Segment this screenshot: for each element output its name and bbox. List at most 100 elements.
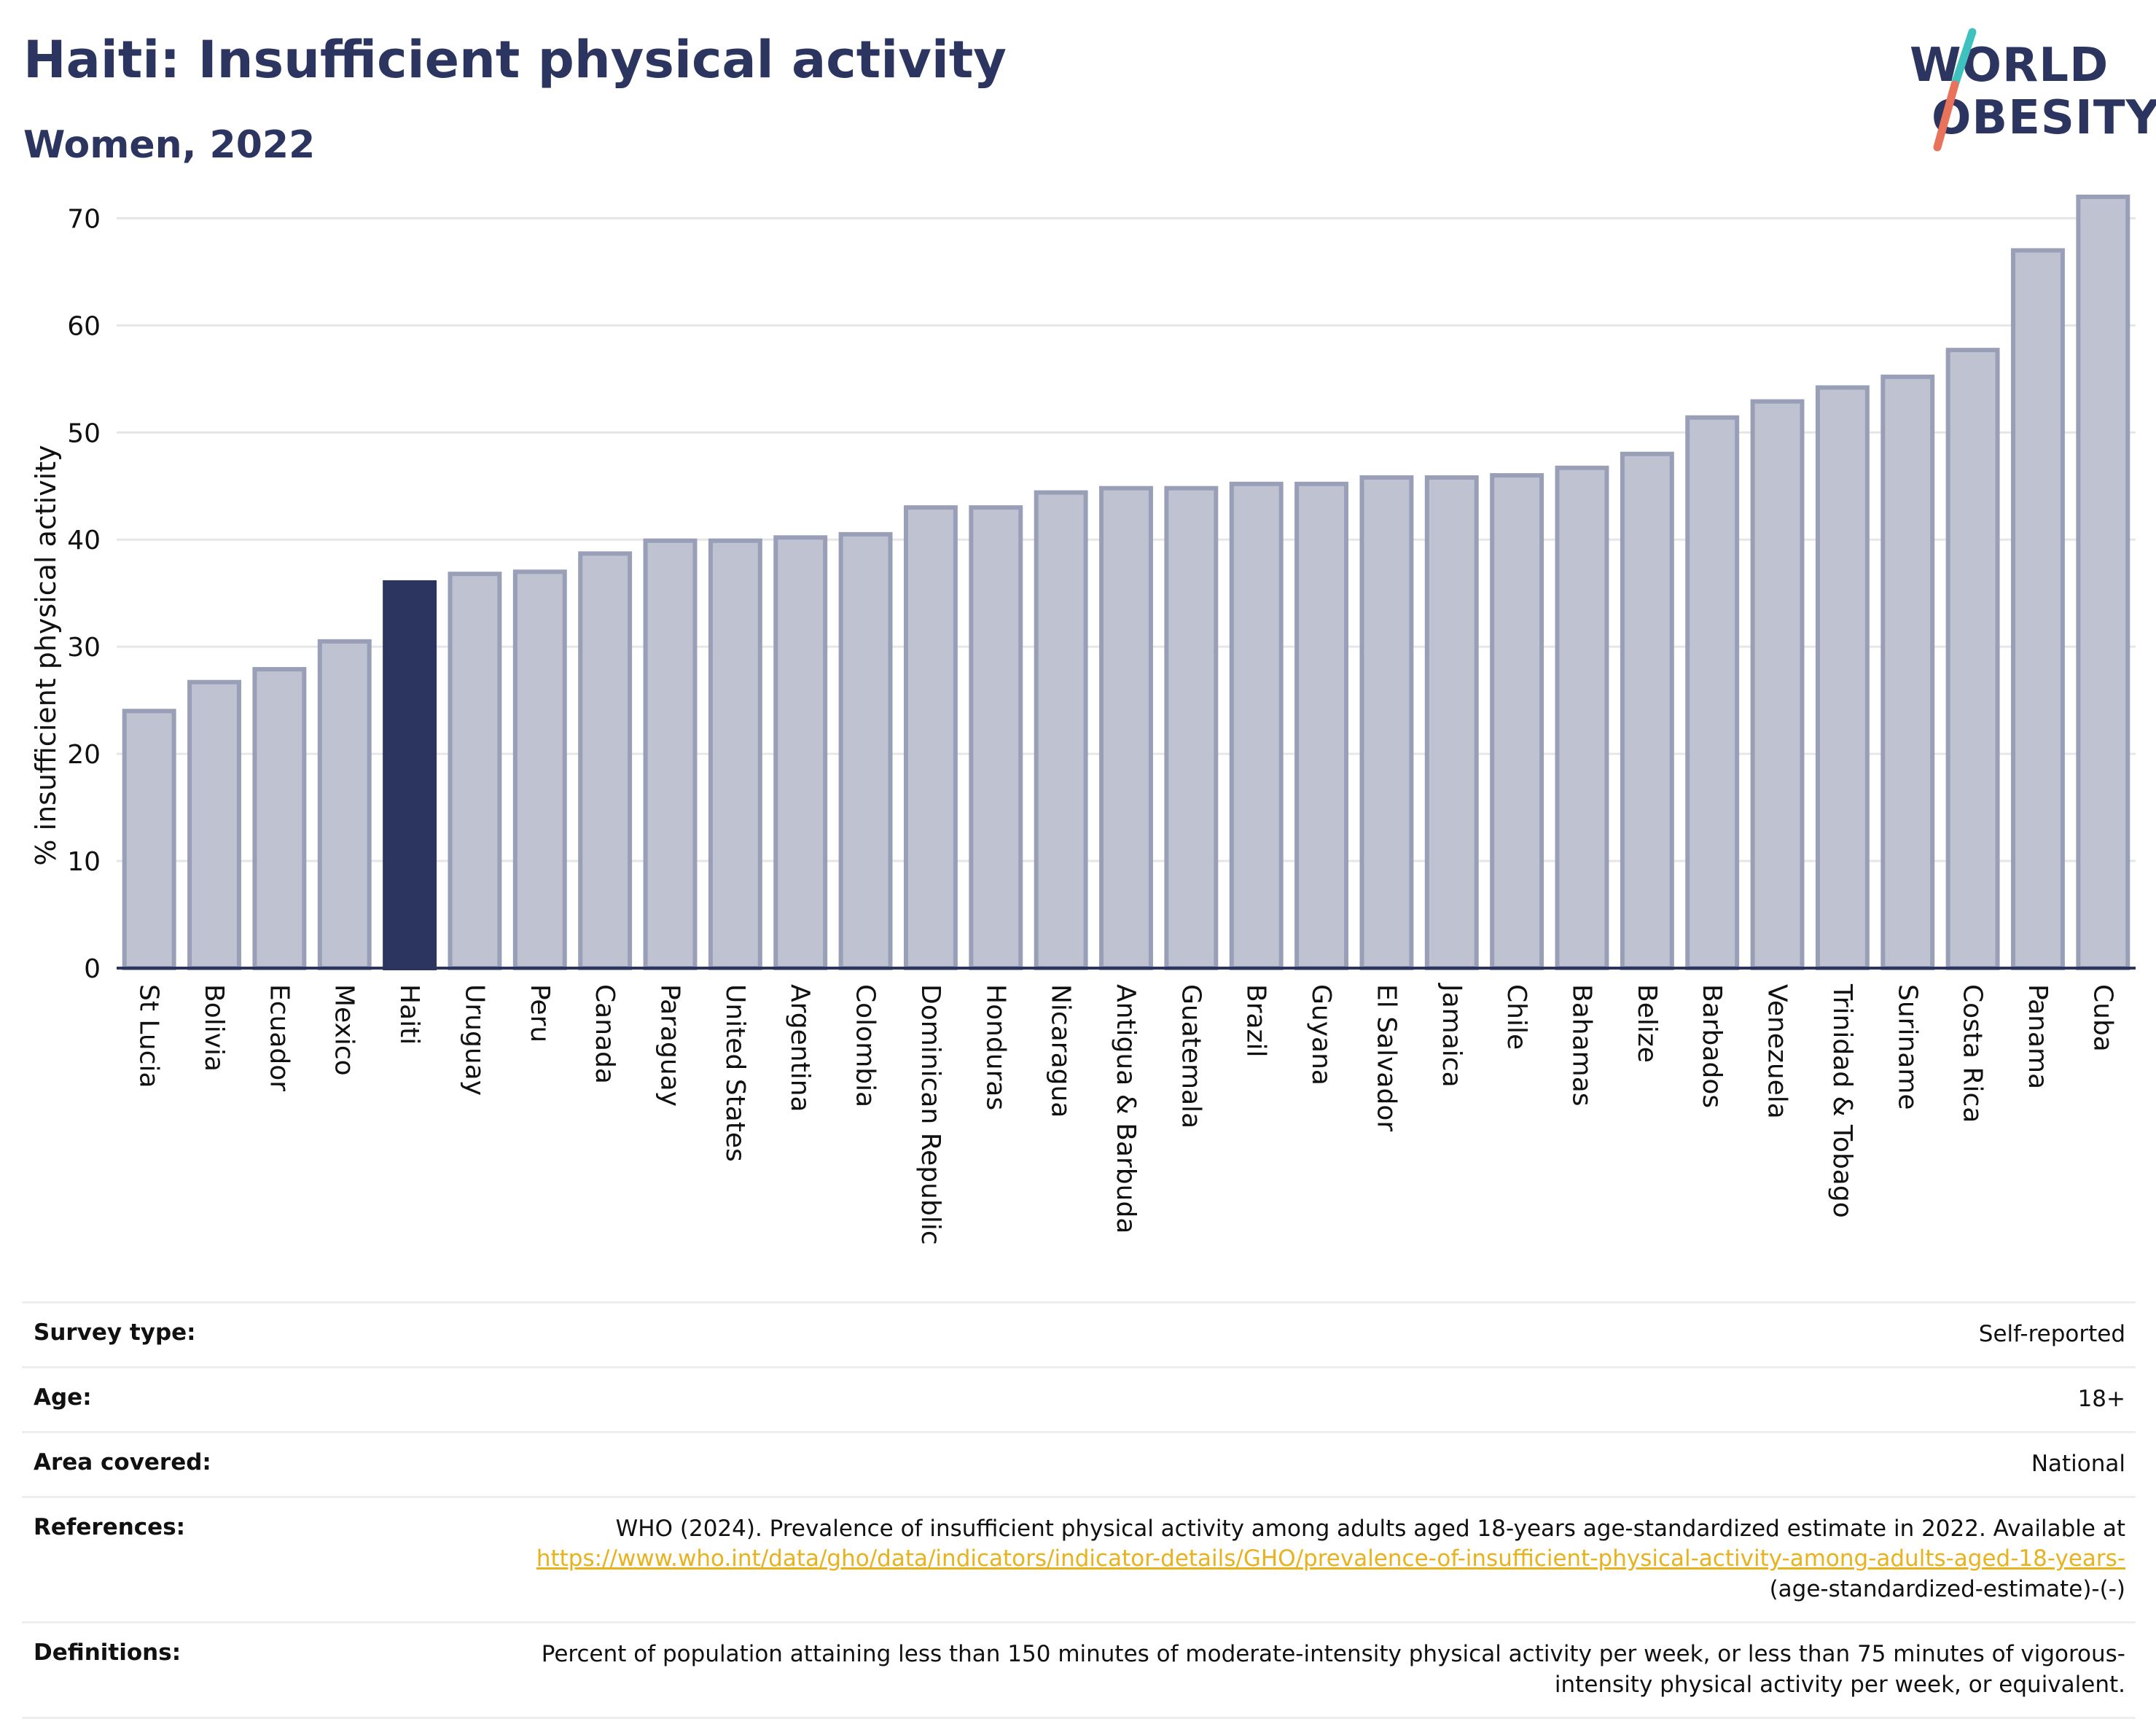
survey-type-value: Self-reported [1978, 1321, 2125, 1347]
x-tick-label: Venezuela [1762, 984, 1792, 1119]
bar [1164, 486, 1219, 970]
bar [969, 505, 1023, 970]
bar [2011, 248, 2065, 970]
bar [1815, 385, 1870, 970]
logo-word-world: WORLD [1910, 39, 2109, 93]
info-row-survey-type: Survey type: Self-reported [22, 1301, 2136, 1366]
bar [2076, 195, 2130, 970]
y-axis-label: % insufficient physical activity [30, 445, 62, 865]
bar [1359, 475, 1414, 970]
bar [1229, 481, 1284, 970]
logo-slash-icon [1933, 28, 1977, 152]
bar [448, 572, 502, 970]
x-tick-label: Costa Rica [1958, 984, 1988, 1123]
bar-chart: 0 10 20 30 40 50 60 70 St Lucia Bolivia Ecuador Me… [30, 195, 2136, 1245]
bar [122, 709, 176, 970]
y-tick-label: 70 [67, 204, 101, 234]
bar [1099, 486, 1153, 970]
bar [1685, 415, 1740, 970]
bar [252, 667, 307, 971]
y-tick-label: 30 [67, 633, 101, 663]
x-tick-label: St Lucia [134, 984, 164, 1088]
info-row-age: Age: 18+ [22, 1365, 2136, 1431]
x-tick-label: Bahamas [1566, 984, 1596, 1107]
bar [838, 531, 893, 970]
bar [1424, 475, 1479, 970]
info-row-area: Area covered: National [22, 1430, 2136, 1496]
x-tick-label: Cuba [2087, 984, 2117, 1052]
bars [117, 195, 2136, 971]
bar [317, 639, 372, 970]
x-tick-label: Paraguay [655, 984, 685, 1107]
bar-highlighted [383, 580, 437, 970]
bar [773, 535, 828, 970]
x-tick-label: Nicaragua [1046, 984, 1076, 1118]
x-tick-label: Bolivia [199, 984, 229, 1072]
bar [903, 505, 958, 970]
chart-subtitle: Women, 2022 [23, 123, 316, 167]
area-label: Area covered: [34, 1449, 211, 1475]
survey-type-label: Survey type: [34, 1319, 196, 1346]
x-tick-label: Honduras [980, 984, 1010, 1110]
area-value: National [2031, 1450, 2125, 1477]
x-tick-label: Barbados [1697, 984, 1727, 1108]
info-row-definitions: Definitions: Percent of population attai… [22, 1621, 2136, 1719]
bar [578, 551, 633, 970]
age-value: 18+ [2077, 1385, 2125, 1412]
x-tick-label: Jamaica [1437, 983, 1466, 1088]
y-tick-label: 40 [67, 526, 101, 555]
x-tick-label: Argentina [785, 984, 815, 1112]
x-tick-label: Mexico [329, 984, 359, 1076]
definitions-label: Definitions: [34, 1640, 181, 1666]
y-tick-label: 60 [67, 311, 101, 341]
x-tick-label: El Salvador [1371, 984, 1401, 1131]
y-tick-label: 0 [84, 954, 101, 984]
y-tick-label: 50 [67, 418, 101, 448]
age-label: Age: [34, 1384, 92, 1411]
x-tick-label: Colombia [851, 984, 880, 1107]
x-tick-label: Canada [590, 984, 620, 1084]
y-tick-label: 10 [67, 847, 101, 877]
bar [1620, 451, 1674, 970]
x-tick-label: Peru [525, 984, 555, 1042]
x-tick-label: Antigua & Barbuda [1111, 984, 1141, 1233]
x-tick-label: Trinidad & Tobago [1827, 983, 1857, 1218]
x-tick-label: Haiti [394, 984, 424, 1045]
references-label: References: [34, 1513, 186, 1540]
y-tick-label: 20 [67, 740, 101, 770]
info-table: Survey type: Self-reported Age: 18+ Area… [22, 1301, 2136, 1719]
x-tick-label: Dominican Republic [915, 984, 945, 1245]
x-tick-label: Uruguay [459, 984, 489, 1096]
x-tick-label: Belize [1632, 984, 1662, 1063]
references-link[interactable]: https://www.who.int/data/gho/data/indica… [536, 1545, 2125, 1572]
references-value: WHO (2024). Prevalence of insufficient p… [485, 1514, 2125, 1606]
x-tick-label: Guyana [1306, 984, 1336, 1085]
references-suffix: (age-standardized-estimate)-(-) [1769, 1576, 2125, 1603]
x-tick-label: Panama [2023, 984, 2053, 1089]
x-tick-label: Chile [1501, 984, 1531, 1050]
world-obesity-logo: WORLD OBESITY [1902, 26, 2156, 157]
bar [187, 679, 241, 970]
definitions-value: Percent of population attaining less tha… [541, 1641, 2125, 1698]
bar [1294, 481, 1349, 970]
bar [1945, 348, 2000, 970]
bar [1750, 399, 1805, 970]
bar [1880, 374, 1935, 971]
x-tick-label: Ecuador [264, 984, 294, 1091]
references-text: WHO (2024). Prevalence of insufficient p… [615, 1515, 2125, 1542]
x-tick-label: United States [720, 984, 750, 1162]
bar [1555, 465, 1609, 970]
info-row-references: References: WHO (2024). Prevalence of in… [22, 1495, 2136, 1622]
bar [708, 538, 762, 971]
x-tick-label: Brazil [1241, 984, 1271, 1057]
bar [643, 538, 698, 971]
x-tick-label: Guatemala [1176, 984, 1206, 1128]
logo-word-obesity: OBESITY [1932, 91, 2156, 145]
bar [512, 569, 567, 970]
y-tick-labels: 0 10 20 30 40 50 60 70 [67, 204, 101, 984]
x-tick-labels: St Lucia Bolivia Ecuador Mexico Haiti Uruguay… [134, 983, 2118, 1245]
x-tick-label: Suriname [1892, 984, 1922, 1110]
chart-title: Haiti: Insufficient physical activity [23, 30, 1007, 90]
bar [1490, 473, 1544, 970]
bar [1034, 490, 1088, 971]
